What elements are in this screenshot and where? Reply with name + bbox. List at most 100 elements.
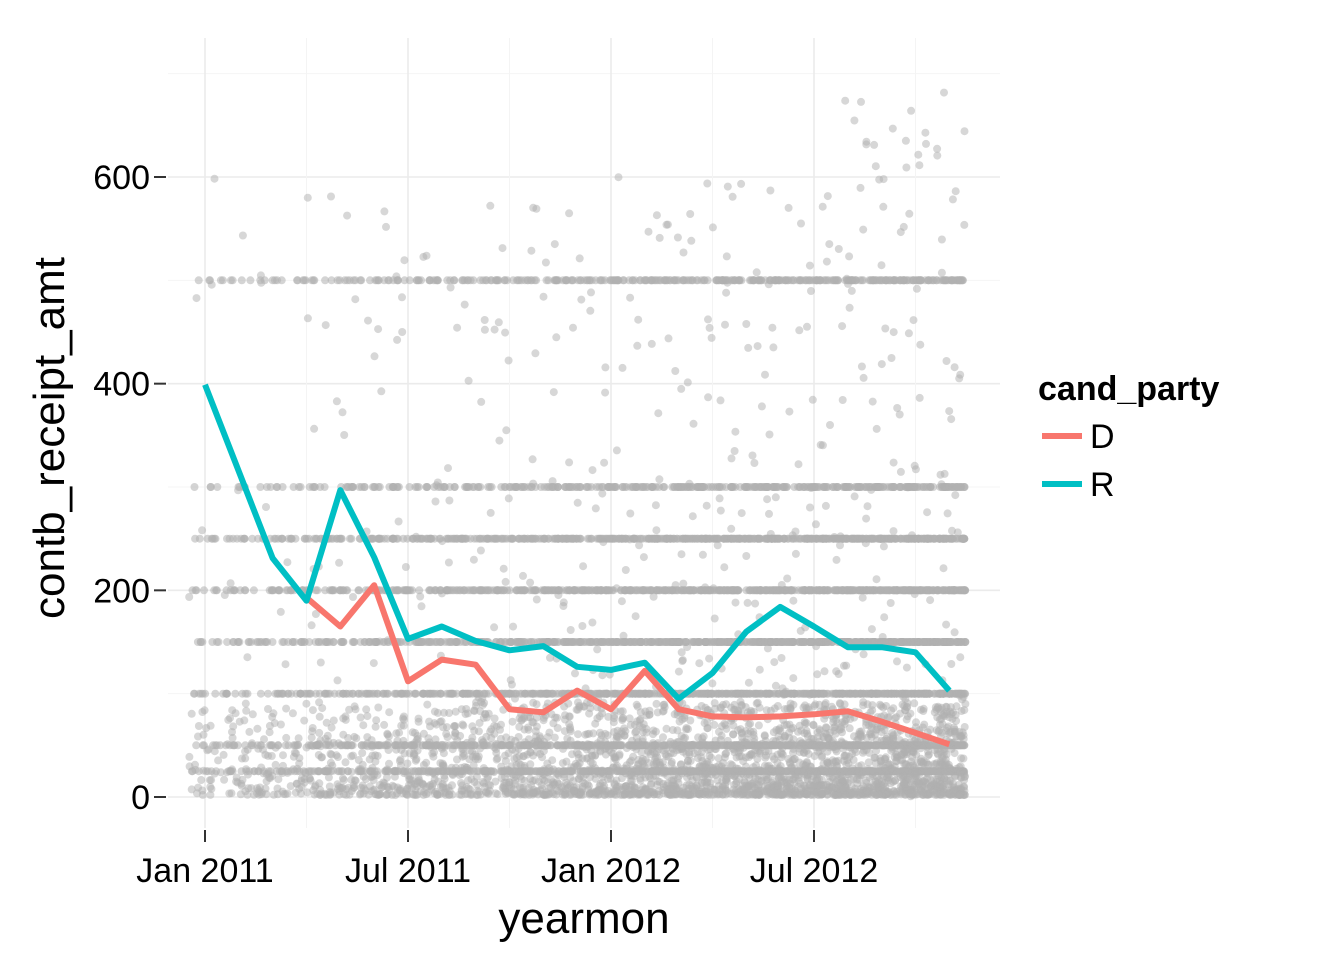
scatter-point — [249, 586, 258, 595]
scatter-point — [477, 397, 486, 406]
scatter-point — [307, 733, 316, 742]
scatter-point — [426, 780, 435, 789]
scatter-point — [287, 689, 296, 698]
scatter-point — [384, 739, 393, 748]
scatter-point — [545, 764, 554, 772]
scatter-point — [400, 276, 409, 285]
scatter-point — [256, 271, 265, 280]
scatter-point — [480, 325, 489, 334]
scatter-point — [363, 742, 372, 751]
scatter-point — [490, 743, 499, 752]
scatter-point — [678, 769, 687, 778]
scatter-point — [613, 638, 621, 646]
scatter-point — [510, 790, 518, 799]
scatter-point — [626, 293, 635, 302]
scatter-point — [566, 626, 575, 634]
scatter-point — [448, 689, 457, 698]
scatter-point — [490, 623, 499, 632]
scatter-point — [529, 479, 538, 488]
scatter-point — [504, 494, 513, 503]
scatter-point — [206, 790, 215, 799]
scatter-point — [296, 689, 305, 698]
scatter-point — [428, 749, 437, 758]
scatter-point — [458, 720, 467, 729]
scatter-point — [693, 483, 702, 491]
scatter-point — [542, 788, 551, 797]
scatter-point — [677, 586, 686, 595]
scatter-point — [308, 724, 317, 732]
scatter-point — [609, 718, 618, 727]
scatter-point — [373, 751, 382, 760]
scatter-point — [333, 534, 341, 543]
scatter-point — [422, 767, 431, 776]
scatter-point — [383, 730, 392, 739]
scatter-point — [771, 586, 780, 595]
scatter-point — [659, 733, 667, 742]
scatter-point — [519, 571, 527, 580]
scatter-point — [688, 512, 697, 521]
scatter-point — [606, 774, 615, 783]
scatter-point — [678, 790, 686, 799]
scatter-point — [642, 724, 651, 733]
scatter-point — [190, 483, 199, 491]
scatter-point — [661, 638, 670, 646]
scatter-point — [695, 659, 704, 668]
scatter-point — [461, 534, 470, 543]
scatter-point — [596, 735, 605, 744]
scatter-point — [664, 752, 673, 761]
scatter-point — [531, 349, 540, 358]
scatter-point — [753, 586, 762, 595]
scatter-point — [238, 231, 247, 240]
scatter-point — [282, 704, 291, 713]
scatter-point — [474, 693, 483, 702]
scatter-point — [262, 503, 270, 511]
scatter-point — [448, 790, 457, 799]
scatter-point — [332, 397, 341, 406]
scatter-point — [222, 689, 231, 698]
scatter-point — [372, 716, 381, 725]
scatter-point — [301, 768, 310, 777]
scatter-point — [636, 638, 645, 646]
scatter-point — [601, 276, 609, 285]
scatter-point — [374, 325, 383, 334]
scatter-point — [358, 760, 367, 769]
scatter-point — [731, 427, 740, 436]
scatter-point — [235, 717, 244, 726]
scatter-point — [540, 771, 549, 780]
scatter-point — [226, 714, 234, 723]
scatter-point — [612, 276, 620, 285]
scatter-point — [348, 741, 357, 750]
scatter-point — [698, 534, 707, 543]
scatter-point — [644, 227, 653, 236]
scatter-point — [716, 396, 725, 405]
scatter-point — [531, 737, 540, 746]
scatter-point — [440, 483, 449, 491]
scatter-point — [475, 586, 484, 595]
scatter-point — [612, 584, 621, 593]
scatter-point — [408, 790, 417, 799]
scatter-point — [422, 534, 431, 543]
scatter-point — [679, 579, 688, 588]
scatter-point — [490, 714, 499, 723]
scatter-point — [364, 638, 373, 646]
scatter-point — [527, 246, 536, 255]
scatter-point — [334, 739, 343, 748]
scatter-point — [368, 772, 377, 781]
scatter-point — [514, 744, 523, 753]
scatter-point — [558, 586, 567, 595]
scatter-point — [736, 697, 745, 706]
scatter-point — [587, 288, 595, 297]
scatter-point — [271, 760, 280, 769]
scatter-point — [339, 689, 348, 698]
scatter-point — [576, 586, 585, 595]
scatter-point — [578, 622, 587, 630]
scatter-point — [442, 723, 451, 732]
scatter-point — [537, 483, 545, 491]
scatter-point — [425, 638, 434, 646]
scatter-point — [270, 719, 279, 728]
scatter-point — [523, 750, 532, 759]
scatter-point — [310, 767, 319, 776]
scatter-point — [550, 733, 559, 742]
scatter-point — [586, 306, 595, 315]
scatter-point — [276, 607, 285, 616]
